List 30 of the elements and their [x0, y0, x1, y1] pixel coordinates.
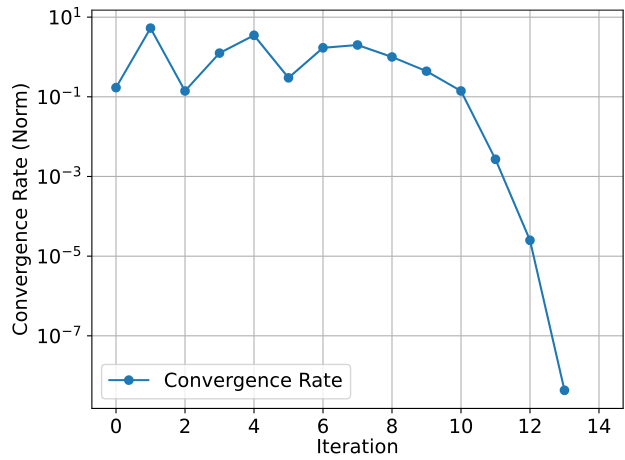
point	[422, 66, 432, 76]
x-tick-label: 0	[111, 418, 121, 434]
point	[525, 235, 535, 246]
x-tick-label: 2	[180, 418, 190, 433]
point	[560, 385, 570, 396]
y-tick-label: 10$^{−1}$	[38, 86, 80, 104]
x-tick-label: 4	[248, 418, 260, 433]
point	[249, 30, 259, 40]
y-tick-label: 10$^{−7}$	[38, 326, 80, 344]
x-tick-label: 6	[318, 418, 328, 434]
x-axis-title: Iteration	[318, 438, 398, 454]
point	[111, 82, 121, 92]
point	[180, 86, 190, 96]
x-tick-label: 12	[520, 418, 540, 433]
y-tick-label: 10$^{−3}$	[38, 166, 80, 184]
point	[456, 86, 466, 96]
point	[284, 72, 294, 83]
point	[318, 42, 328, 53]
y-tick-label: 10$^{−5}$	[38, 246, 80, 264]
x-tick-label: 8	[387, 418, 397, 434]
point	[214, 48, 224, 58]
point	[490, 154, 500, 164]
y-axis-title: Convergence Rate (Norm)	[12, 84, 31, 335]
point	[387, 52, 397, 62]
point	[146, 23, 156, 33]
legend-label: Convergence Rate	[164, 372, 342, 391]
point	[352, 40, 362, 50]
x-tick-label: 14	[588, 418, 610, 433]
x-tick-label: 10	[450, 418, 472, 434]
y-tick-label: 10$^{1}$	[50, 7, 80, 25]
